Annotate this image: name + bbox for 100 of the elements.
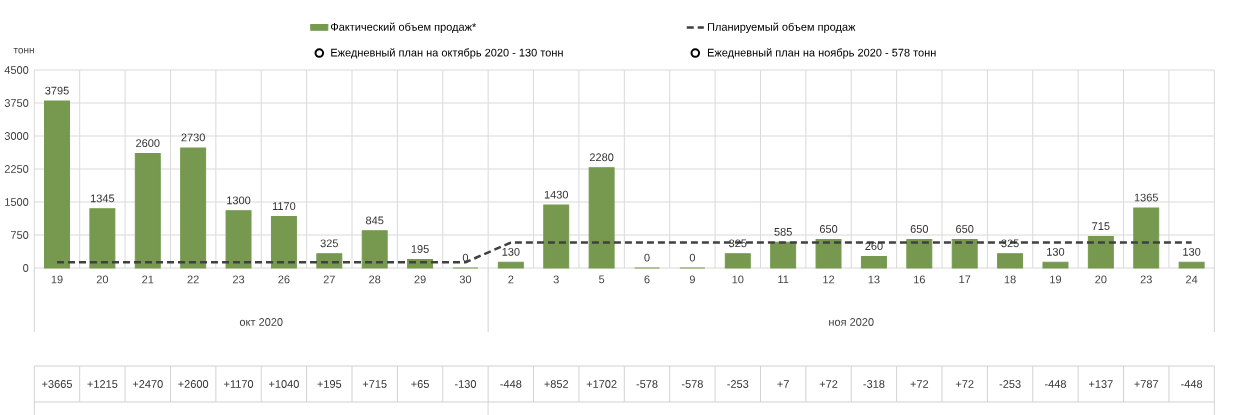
bar bbox=[225, 210, 252, 269]
data-label: 130 bbox=[502, 247, 520, 256]
legend-label: Планируемый объем продаж bbox=[707, 22, 856, 33]
bar bbox=[815, 238, 842, 269]
legend-label: Ежедневный план на ноябрь 2020 - 578 тонн bbox=[707, 48, 936, 59]
text: -130 bbox=[454, 380, 477, 388]
bar bbox=[270, 216, 297, 269]
data-label: 0 bbox=[462, 253, 469, 262]
bar bbox=[543, 204, 570, 269]
text: +2470 bbox=[132, 380, 163, 388]
y-tick-label: 4500 bbox=[4, 66, 29, 74]
x-tick-label: 13 bbox=[868, 275, 880, 284]
data-label: 650 bbox=[819, 225, 838, 233]
x-tick-label: 19 bbox=[51, 275, 63, 284]
text: +2600 bbox=[178, 380, 209, 388]
bar bbox=[1133, 207, 1160, 269]
data-label: 1430 bbox=[544, 190, 569, 199]
y-tick-label: 0 bbox=[23, 264, 29, 272]
bar bbox=[134, 153, 161, 269]
y-tick-label: 3750 bbox=[4, 99, 29, 107]
x-tick-label: 28 bbox=[369, 275, 381, 284]
x-tick-label: 19 bbox=[1050, 275, 1062, 284]
x-tick-label: 29 bbox=[414, 275, 426, 284]
text: +137 bbox=[1088, 380, 1113, 388]
x-tick-label: 17 bbox=[959, 275, 971, 284]
bar bbox=[906, 238, 933, 269]
data-label: 650 bbox=[956, 225, 974, 233]
x-tick-label: 9 bbox=[689, 275, 695, 284]
x-tick-label: 3 bbox=[553, 275, 559, 284]
data-label: 195 bbox=[411, 245, 429, 253]
bar bbox=[89, 208, 116, 269]
text: окт 2020 bbox=[239, 318, 283, 326]
x-tick-label: 2 bbox=[508, 275, 514, 284]
text: +787 bbox=[1134, 380, 1159, 388]
data-label: 3795 bbox=[45, 86, 69, 95]
x-tick-label: 26 bbox=[278, 275, 290, 284]
text: -578 bbox=[636, 380, 658, 388]
data-label: 1300 bbox=[227, 196, 251, 205]
x-tick-label: 23 bbox=[1140, 275, 1152, 284]
x-tick-label: 18 bbox=[1004, 275, 1016, 284]
x-tick-label: 20 bbox=[1095, 275, 1107, 284]
x-tick-label: 11 bbox=[778, 275, 789, 284]
text: -318 bbox=[863, 380, 885, 388]
x-tick-label: 30 bbox=[459, 275, 472, 284]
data-label: 130 bbox=[1183, 247, 1201, 256]
data-label: 2280 bbox=[589, 153, 614, 162]
data-label: 0 bbox=[644, 253, 650, 262]
data-label: 1170 bbox=[272, 202, 296, 210]
text: +1215 bbox=[87, 380, 118, 388]
bar bbox=[1042, 261, 1069, 269]
data-label: 2600 bbox=[136, 139, 160, 148]
bar bbox=[951, 238, 978, 269]
x-tick-label: 10 bbox=[732, 275, 744, 284]
y-axis-title: тонн bbox=[13, 47, 34, 54]
data-label: 1345 bbox=[90, 194, 115, 203]
bar bbox=[724, 253, 751, 269]
legend-label: Фактический объем продаж* bbox=[330, 22, 477, 33]
x-tick-label: 12 bbox=[823, 275, 835, 284]
text: +1170 bbox=[224, 380, 254, 388]
bar bbox=[860, 256, 887, 269]
text: -448 bbox=[1181, 380, 1203, 388]
text: +1040 bbox=[269, 380, 299, 388]
text: +852 bbox=[544, 380, 569, 388]
text: +72 bbox=[910, 380, 929, 388]
text: -448 bbox=[500, 380, 522, 388]
x-tick-label: 27 bbox=[323, 275, 335, 284]
text: +65 bbox=[411, 380, 429, 388]
bar bbox=[180, 147, 207, 269]
data-label: 2730 bbox=[181, 133, 205, 142]
data-label: 585 bbox=[774, 227, 792, 236]
data-label: 845 bbox=[365, 216, 384, 225]
bar bbox=[44, 100, 70, 269]
data-label: 130 bbox=[1047, 247, 1065, 256]
text: +3665 bbox=[42, 380, 72, 388]
data-label: 715 bbox=[1092, 222, 1110, 231]
x-tick-label: 5 bbox=[599, 275, 605, 284]
data-label: 0 bbox=[689, 253, 696, 262]
data-label: 1365 bbox=[1134, 193, 1158, 202]
bar bbox=[361, 230, 388, 269]
text: -253 bbox=[727, 380, 749, 388]
x-tick-label: 22 bbox=[187, 275, 199, 284]
text: +7 bbox=[777, 380, 789, 388]
text: +715 bbox=[362, 380, 387, 388]
x-tick-label: 23 bbox=[232, 275, 245, 284]
y-tick-label: 3000 bbox=[4, 132, 29, 140]
x-tick-label: 24 bbox=[1186, 275, 1198, 284]
text: +1702 bbox=[586, 380, 617, 388]
x-tick-label: 16 bbox=[914, 275, 925, 284]
bar bbox=[997, 253, 1024, 269]
bar bbox=[770, 241, 797, 269]
bar bbox=[497, 261, 524, 269]
text: -448 bbox=[1044, 380, 1066, 388]
x-tick-label: 21 bbox=[142, 275, 154, 284]
bar bbox=[1087, 236, 1114, 269]
bar bbox=[588, 167, 615, 269]
data-label: 260 bbox=[865, 242, 883, 251]
data-label: 650 bbox=[910, 225, 929, 233]
legend-label: Ежедневный план на октябрь 2020 - 130 тонн bbox=[331, 48, 563, 59]
x-tick-label: 6 bbox=[644, 275, 650, 284]
text: ноя 2020 bbox=[829, 318, 874, 326]
